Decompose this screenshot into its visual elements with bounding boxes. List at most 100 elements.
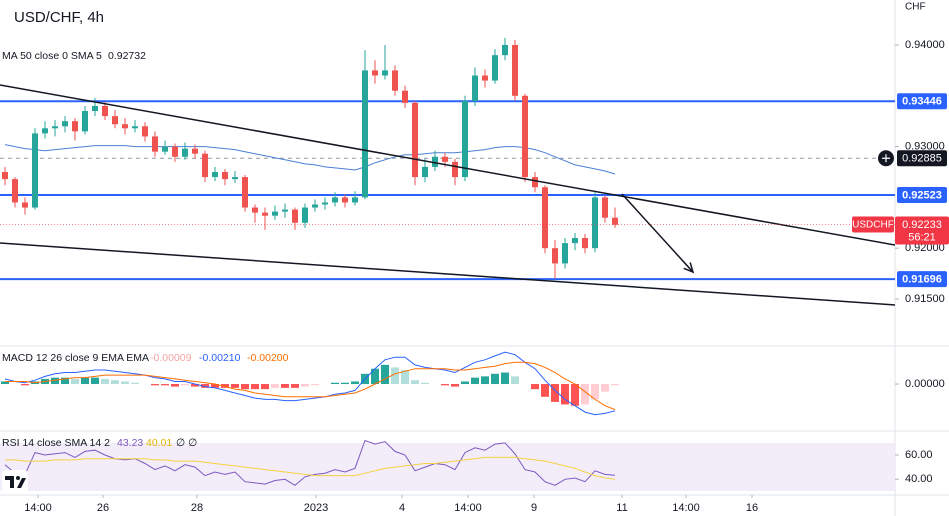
candle-body	[512, 45, 518, 96]
histogram-bar	[1, 381, 9, 385]
candle-body	[462, 100, 468, 178]
candle-body	[452, 161, 458, 178]
histogram-bar	[171, 384, 179, 387]
candle-body	[232, 177, 238, 180]
histogram-bar	[571, 384, 579, 406]
candle-body	[242, 177, 248, 208]
histogram-bar	[561, 384, 569, 405]
candle-body	[342, 197, 348, 203]
level-label-bg	[897, 271, 947, 288]
indicator-title: RSI 14 close SMA 14 2	[2, 437, 110, 449]
candle-body	[432, 156, 438, 167]
histogram-bar	[81, 377, 89, 385]
trendline	[0, 242, 896, 306]
plot-layer: 14:00 26 28 2023 4 14:00 9 11 14:00 16 0.94000 0.93…	[0, 37, 949, 514]
level-label: 0.92523	[902, 189, 942, 201]
candle-body	[302, 207, 308, 223]
candle-body	[262, 212, 268, 216]
histogram-bar	[71, 378, 79, 385]
price-label-bg	[895, 216, 949, 245]
candle-body	[42, 128, 48, 134]
arrow-head	[683, 262, 695, 274]
candle-body	[612, 217, 618, 225]
histogram-bar	[161, 384, 169, 386]
candle-body	[522, 95, 528, 178]
x-tick-label: 14:00	[454, 502, 482, 514]
candle-body	[52, 126, 58, 129]
indicator-line	[4, 439, 616, 486]
candle-body	[392, 70, 398, 91]
logo-shape	[17, 478, 26, 488]
histogram-bar	[131, 382, 139, 385]
crosshair-label-bg	[897, 150, 947, 167]
histogram-bar	[301, 384, 309, 387]
candle-body	[572, 238, 578, 244]
histogram-bar	[381, 364, 389, 385]
candle-body	[292, 209, 298, 223]
candle-body	[602, 197, 608, 218]
histogram-bar	[531, 384, 539, 390]
indicator-line	[5, 361, 616, 411]
indicator-line	[5, 456, 616, 480]
x-tick-label: 4	[399, 502, 405, 514]
logo-shape	[5, 476, 14, 488]
x-tick-label: 11	[616, 502, 627, 514]
histogram-bar	[281, 384, 289, 388]
candle-body	[172, 146, 178, 157]
histogram-bar	[491, 373, 499, 385]
indicator-title: MACD 12 26 close 9 EMA EMA	[2, 352, 149, 364]
candle-body	[32, 133, 38, 208]
candle-body	[562, 243, 568, 264]
candle-body	[142, 126, 148, 137]
candle-body	[362, 70, 368, 198]
candle-body	[272, 211, 278, 216]
logo	[2, 470, 28, 494]
legend-value: 40.01	[146, 437, 172, 449]
histogram-bar	[551, 384, 559, 402]
legend-label: MA 50 close 0 SMA 5	[2, 50, 102, 62]
x-tick-label: 2023	[304, 502, 328, 514]
x-tick-label: 14:00	[24, 502, 52, 514]
x-tick-label: 14:00	[672, 502, 700, 514]
histogram-bar	[261, 384, 269, 390]
legend-value: -0.00210	[199, 352, 241, 364]
y-tick-label: 0.93000	[905, 141, 945, 153]
trendline	[0, 84, 896, 246]
candle-body	[122, 124, 128, 129]
currency-label: CHF	[905, 2, 926, 13]
crosshair-label: 0.92885	[902, 153, 942, 165]
rsi-band	[0, 443, 895, 491]
histogram-bar	[451, 384, 459, 387]
candle-body	[592, 197, 598, 249]
logo-bg	[2, 470, 28, 494]
candle-body	[442, 156, 448, 162]
candle-body	[352, 197, 358, 203]
legend-value: -0.00009	[150, 352, 192, 364]
histogram-bar	[211, 384, 219, 388]
candle-body	[22, 202, 28, 208]
histogram-bar	[291, 384, 299, 388]
histogram-bar	[311, 384, 319, 386]
histogram-bar	[271, 384, 279, 388]
candle-body	[332, 197, 338, 203]
candle-body	[582, 238, 588, 249]
candle-body	[132, 126, 138, 129]
y-tick-label: 0.00000	[905, 378, 945, 390]
candle-body	[322, 202, 328, 205]
x-tick-label: 9	[531, 502, 537, 514]
countdown-label: 56:21	[908, 231, 936, 243]
candle-body	[532, 177, 538, 188]
candle-body	[72, 121, 78, 132]
histogram-bar	[241, 384, 249, 390]
candle-body	[212, 171, 218, 178]
histogram-bar	[541, 384, 549, 397]
histogram-bar	[151, 384, 159, 386]
level-label-bg	[897, 93, 947, 110]
histogram-bar	[61, 377, 69, 385]
candle-body	[412, 102, 418, 178]
candle-body	[382, 70, 388, 76]
histogram-bar	[591, 384, 599, 400]
histogram-bar	[461, 381, 469, 385]
